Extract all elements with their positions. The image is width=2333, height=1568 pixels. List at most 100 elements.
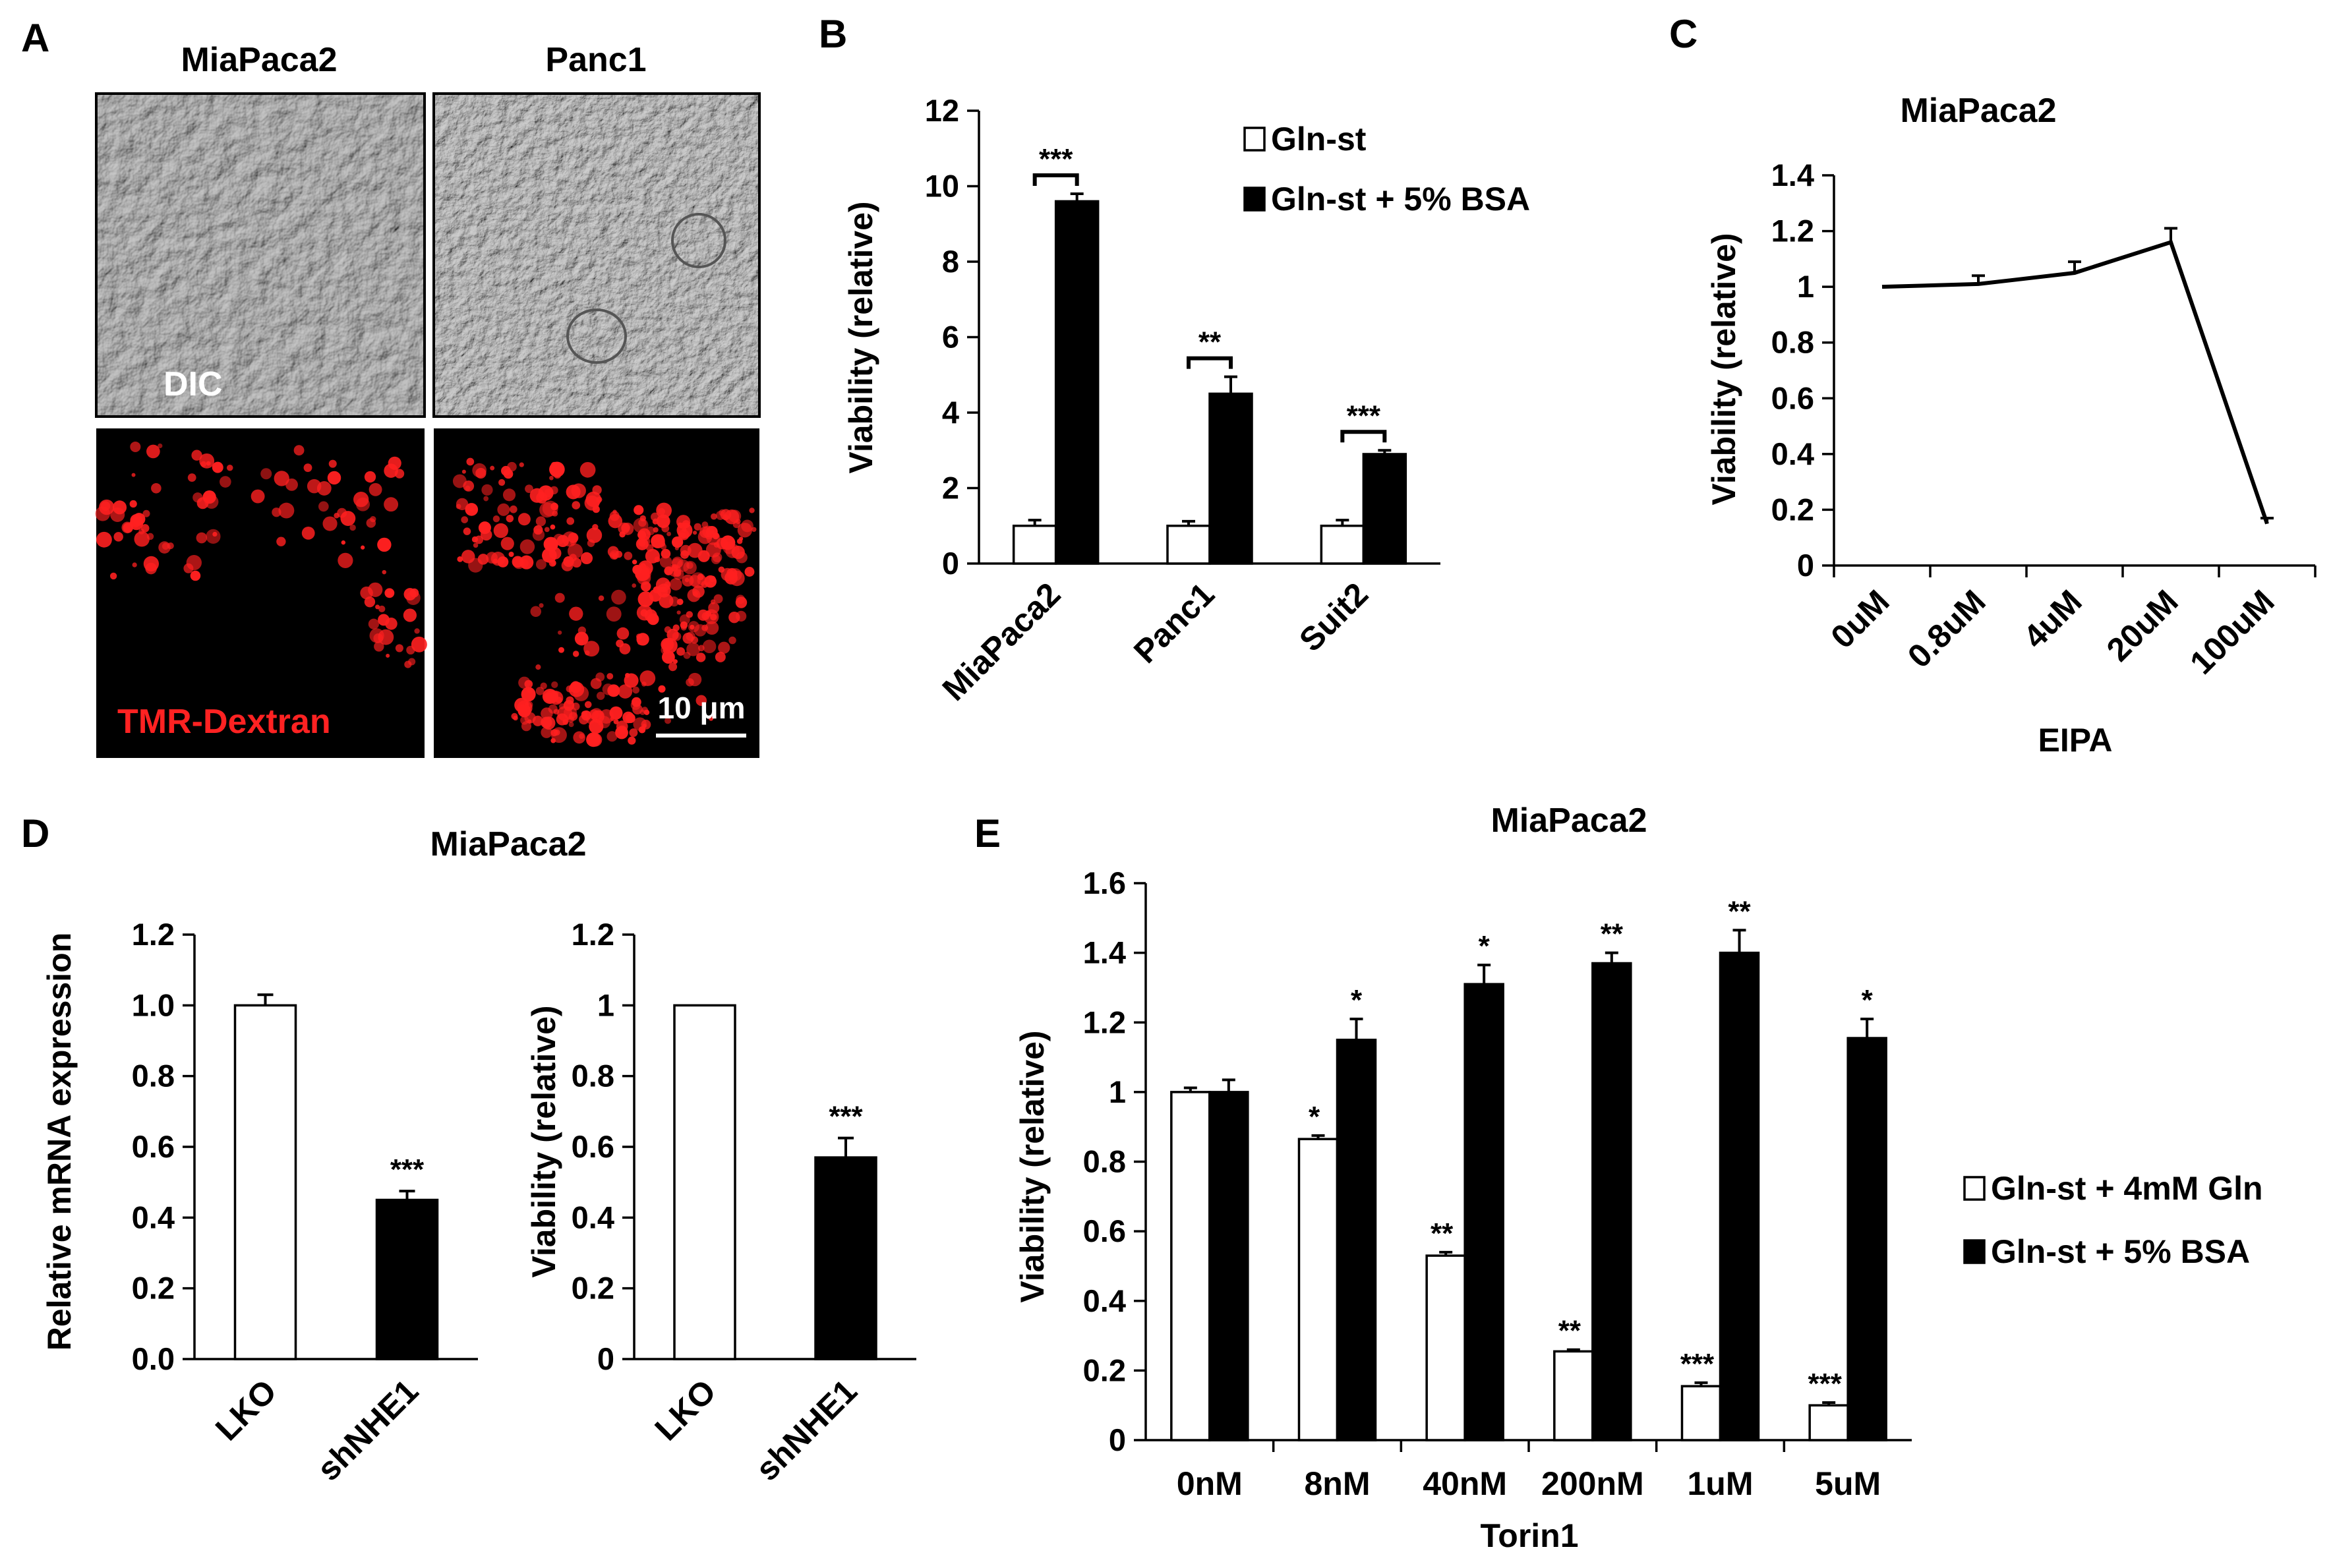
fluorescence-spot <box>540 682 547 689</box>
fluorescence-spot <box>96 531 112 548</box>
fluorescence-spot <box>676 647 686 656</box>
fluorescence-spot <box>519 558 529 567</box>
fluorescence-spot <box>368 618 380 629</box>
fluorescence-spot <box>566 696 574 705</box>
fluorescence-spot <box>705 621 719 635</box>
fluorescence-spot <box>632 704 643 715</box>
fluorescence-spot <box>520 716 529 725</box>
c-x-tick-label: 20uM <box>2100 583 2185 668</box>
fluorescence-spot <box>718 566 725 573</box>
panel-a: A MiaPaca2 Panc1 DIC TMR-Dextran 10 μm <box>21 16 761 758</box>
fluorescence-spot <box>151 482 162 494</box>
fluorescence-spot <box>728 509 742 523</box>
fluorescence-spot <box>473 542 479 548</box>
e-x-axis-label: Torin1 <box>1480 1517 1578 1554</box>
e-bar <box>1336 1038 1377 1441</box>
fluorescence-spot <box>303 463 312 473</box>
fluorescence-spot <box>631 697 641 707</box>
fluorescence-spot <box>386 653 390 658</box>
d1-y-tick-label: 0.6 <box>132 1129 175 1164</box>
b-legend-swatch-white <box>1243 127 1266 152</box>
fluorescence-spot <box>709 575 716 583</box>
fluorescence-spot <box>508 551 514 558</box>
e-significance-label: * <box>1309 1101 1320 1133</box>
d1-y-tick-label: 0.2 <box>132 1271 175 1306</box>
fluorescence-spot <box>682 632 694 644</box>
c-y-tick-label: 0.2 <box>1771 492 1814 527</box>
d1-y-tick-label: 1.0 <box>132 987 175 1022</box>
fluorescence-image-miapaca2 <box>95 428 427 758</box>
b-significance-label: *** <box>1039 143 1073 175</box>
fluorescence-spot <box>568 722 574 728</box>
fluorescence-spot <box>672 659 678 664</box>
fluorescence-spot <box>535 516 546 527</box>
fluorescence-spot <box>752 527 757 533</box>
fluorescence-spot <box>545 690 559 704</box>
e-significance-label: ** <box>1728 895 1751 927</box>
fluorescence-spot <box>618 725 627 735</box>
fluorescence-spot <box>697 575 707 585</box>
fluorescence-spot <box>720 509 732 521</box>
fluorescence-spot <box>369 628 384 643</box>
fluorescence-spot <box>572 501 581 509</box>
e-significance-label: * <box>1351 984 1363 1016</box>
fluorescence-spot <box>674 569 682 577</box>
fluorescence-spot <box>640 581 651 592</box>
fluorescence-spot <box>628 736 636 745</box>
b-x-tick-label: Panc1 <box>1127 575 1222 670</box>
panel-d: D MiaPaca2 0.0 0.2 0.4 0.6 0.8 1.0 1.2 *** LKO… <box>21 811 916 1488</box>
fluorescence-spot <box>548 559 556 567</box>
fluorescence-spot <box>341 540 346 545</box>
fluorescence-spot <box>356 497 370 511</box>
fluorescence-spot <box>500 537 514 550</box>
d2-bar <box>814 1156 877 1360</box>
b-bar <box>1208 392 1253 565</box>
fluorescence-spot <box>558 630 562 635</box>
fluorescence-spot <box>384 497 399 512</box>
d2-y-tick-label: 0 <box>597 1341 614 1376</box>
fluorescence-spot <box>728 636 736 645</box>
fluorescence-spot <box>659 556 672 568</box>
fluorescence-spot <box>293 445 305 456</box>
fluorescence-spot <box>550 738 556 743</box>
fluorescence-spot <box>212 461 223 473</box>
b-y-tick-label: 6 <box>942 320 959 355</box>
fluorescence-spot <box>715 651 726 662</box>
fluorescence-spot <box>382 569 387 575</box>
fluorescence-spot <box>567 543 583 559</box>
fluorescence-spot <box>741 519 753 533</box>
dic-image-panc1 <box>432 92 761 418</box>
fluorescence-spot <box>613 718 619 724</box>
fluorescence-spot <box>579 462 596 478</box>
dic-image-miapaca2 <box>95 92 426 418</box>
fluorescence-spot <box>511 712 518 720</box>
fluorescence-spot <box>406 645 415 655</box>
fluorescence-spot <box>598 720 603 726</box>
e-bar <box>1553 1350 1594 1441</box>
fluorescence-spot <box>158 443 163 449</box>
e-y-tick-label: 0.2 <box>1083 1352 1126 1387</box>
panel-a-column-panc1: Panc1 <box>545 41 646 79</box>
fluorescence-spot <box>370 515 376 523</box>
d2-y-tick-label: 0.4 <box>572 1200 614 1234</box>
fluorescence-spot <box>518 676 531 689</box>
fluorescence-spot <box>574 631 589 646</box>
d2-y-tick-label: 1.2 <box>572 917 614 952</box>
b-y-tick-label: 4 <box>942 395 959 430</box>
fluorescence-spot <box>456 498 469 511</box>
fluorescence-spot <box>158 541 171 554</box>
fluorescence-spot <box>736 552 748 564</box>
fluorescence-spot <box>634 505 644 515</box>
fluorescence-image-panc1 <box>434 428 759 758</box>
b-significance-bracket <box>1187 356 1233 369</box>
fluorescence-spot <box>690 636 699 644</box>
d1-y-tick-label: 1.2 <box>132 917 175 952</box>
fluorescence-spot <box>113 532 123 542</box>
fluorescence-spot <box>688 621 699 633</box>
fluorescence-spot <box>457 556 463 562</box>
fluorescence-spot <box>550 524 556 530</box>
e-significance-label: * <box>1862 984 1874 1016</box>
fluorescence-spot <box>519 462 524 467</box>
fluorescence-spot <box>131 473 136 477</box>
